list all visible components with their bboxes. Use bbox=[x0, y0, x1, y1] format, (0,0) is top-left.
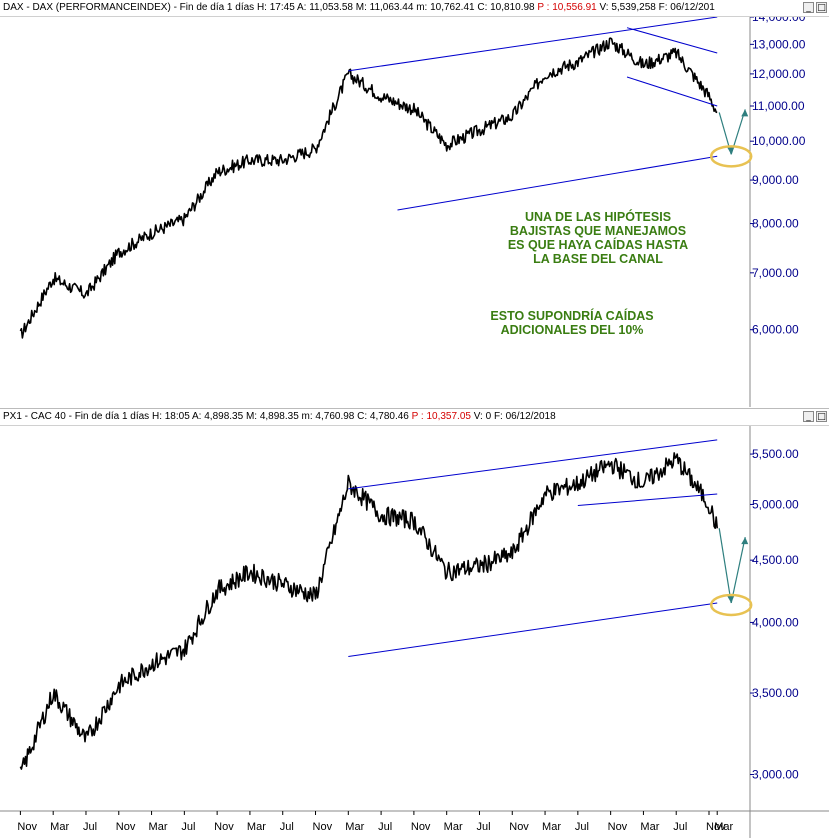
channel-line-recent-upper bbox=[626, 27, 718, 54]
dax-header-text: DAX - DAX (PERFORMANCEINDEX) - Fin de dí… bbox=[3, 0, 715, 16]
cac-maximize-button[interactable]: □ bbox=[816, 411, 827, 422]
y-tick-label: 4,500.00 bbox=[752, 553, 799, 567]
price-series-line bbox=[19, 37, 718, 339]
y-tick-label: 3,500.00 bbox=[752, 686, 799, 700]
x-tick-label: Mar bbox=[149, 821, 168, 833]
dax-chart[interactable]: 6,000.00 7,000.00 8,000.00 9,000.00 10,000.0… bbox=[0, 17, 829, 407]
channel-line-upper bbox=[348, 17, 718, 72]
dax-header-low: m: 10,762.41 bbox=[416, 2, 475, 13]
x-tick-label: Jul bbox=[476, 821, 490, 833]
y-tick-label: 14,000.00 bbox=[752, 17, 806, 24]
dax-header-open: A: 11,053.58 bbox=[297, 2, 353, 13]
x-tick-label: Nov bbox=[116, 821, 136, 833]
channel-line-support bbox=[577, 493, 718, 507]
projection-arrowhead-up bbox=[741, 109, 749, 117]
cac-header-volume: V: 0 bbox=[473, 411, 492, 422]
x-tick-label: Mar bbox=[640, 821, 659, 833]
x-tick-label: Mar bbox=[444, 821, 463, 833]
cac-header-low: m: 4,760.98 bbox=[301, 411, 355, 422]
x-tick-label: Mar bbox=[247, 821, 266, 833]
projection-arrow-up bbox=[730, 537, 746, 604]
x-tick-label: Nov bbox=[313, 821, 333, 833]
cac-minimize-button[interactable]: _ bbox=[803, 411, 814, 422]
x-tick-label: Nov bbox=[411, 821, 431, 833]
annotation-line: UNA DE LAS HIPÓTESIS bbox=[525, 209, 671, 224]
y-tick-label: 3,000.00 bbox=[752, 768, 799, 782]
cac-chart[interactable]: 3,000.00 3,500.00 4,000.00 4,500.00 5,000.00… bbox=[0, 426, 829, 838]
cac-header-open: A: 4,898.35 bbox=[192, 411, 244, 422]
dax-header-volume: V: 5,539,258 bbox=[599, 2, 656, 13]
y-tick-label: 7,000.00 bbox=[752, 266, 799, 280]
dax-pane: DAX - DAX (PERFORMANCEINDEX) - Fin de dí… bbox=[0, 0, 829, 407]
x-tick-label: Jul bbox=[83, 821, 97, 833]
x-tick-label: Jul bbox=[378, 821, 392, 833]
x-tick-label: Jul bbox=[280, 821, 294, 833]
projection-arrowhead-down bbox=[727, 595, 735, 603]
x-tick-label: Nov bbox=[509, 821, 529, 833]
x-tick-label: Nov bbox=[608, 821, 628, 833]
cac-header-text: PX1 - CAC 40 - Fin de día 1 días H: 18:0… bbox=[3, 409, 556, 425]
annotation-line: ADICIONALES DEL 10% bbox=[501, 323, 644, 337]
dax-header-date: F: 06/12/201 bbox=[658, 2, 715, 13]
cac-header-time: H: 18:05 bbox=[151, 411, 190, 422]
annotation-line: BAJISTAS QUE MANEJAMOS bbox=[510, 224, 686, 238]
annotation-line: ESTO SUPONDRÍA CAÍDAS bbox=[490, 308, 653, 323]
channel-line-lower bbox=[397, 155, 718, 211]
cac-header: PX1 - CAC 40 - Fin de día 1 días H: 18:0… bbox=[0, 409, 829, 426]
x-tick-label: Nov bbox=[17, 821, 37, 833]
channel-line-recent-lower bbox=[626, 76, 718, 107]
target-ellipse bbox=[709, 145, 753, 168]
cac-pane: PX1 - CAC 40 - Fin de día 1 días H: 18:0… bbox=[0, 408, 829, 838]
cac-header-date: F: 06/12/2018 bbox=[493, 411, 556, 422]
target-ellipse bbox=[709, 593, 753, 617]
channel-line-lower bbox=[348, 602, 718, 658]
y-tick-label: 9,000.00 bbox=[752, 173, 799, 187]
projection-arrow-down bbox=[718, 528, 732, 604]
y-tick-label: 11,000.00 bbox=[752, 99, 805, 113]
x-tick-label: Jul bbox=[181, 821, 195, 833]
dax-header-time: H: 17:45 bbox=[256, 2, 295, 13]
y-tick-label: 10,000.00 bbox=[752, 134, 806, 148]
y-tick-label: 13,000.00 bbox=[752, 37, 806, 51]
projection-arrowhead-up bbox=[741, 537, 749, 545]
x-tick-label: Mar bbox=[345, 821, 364, 833]
x-tick-label: Mar bbox=[542, 821, 561, 833]
dax-minimize-button[interactable]: _ bbox=[803, 2, 814, 13]
dax-header-high: M: 11,063.44 bbox=[355, 2, 414, 13]
x-tick-label: Jul bbox=[673, 821, 687, 833]
price-series-line bbox=[19, 452, 718, 770]
y-tick-label: 12,000.00 bbox=[752, 67, 806, 81]
cac-header-name: PX1 - CAC 40 - Fin de día 1 días bbox=[3, 411, 150, 422]
dax-header-p: P : 10,556.91 bbox=[537, 2, 597, 13]
x-tick-label: Mar bbox=[714, 821, 733, 833]
y-tick-label: 4,000.00 bbox=[752, 615, 799, 629]
x-axis-labels: Nov Mar Jul Nov Mar Jul Nov Mar Jul Nov Mar Jul Nov M… bbox=[0, 810, 829, 833]
x-tick-label: Nov bbox=[706, 821, 726, 833]
y-tick-label: 5,500.00 bbox=[752, 447, 799, 461]
x-tick-label: Nov bbox=[214, 821, 234, 833]
x-tick-label: Mar bbox=[50, 821, 69, 833]
channel-line-upper bbox=[348, 439, 718, 490]
x-tick-label: Jul bbox=[575, 821, 589, 833]
dax-maximize-button[interactable]: □ bbox=[816, 2, 827, 13]
annotation-line: LA BASE DEL CANAL bbox=[533, 252, 663, 266]
y-tick-label: 8,000.00 bbox=[752, 217, 799, 231]
y-tick-label: 5,000.00 bbox=[752, 497, 799, 511]
dax-header-close: C: 10,810.98 bbox=[477, 2, 535, 13]
cac-window-buttons: _ □ bbox=[803, 411, 827, 422]
y-axis-labels: 3,000.00 3,500.00 4,000.00 4,500.00 5,000.00… bbox=[750, 447, 799, 782]
dax-header-name: DAX - DAX (PERFORMANCEINDEX) - Fin de dí… bbox=[3, 2, 255, 13]
cac-header-p: P : 10,357.05 bbox=[411, 411, 471, 422]
y-tick-label: 6,000.00 bbox=[752, 323, 799, 337]
dax-header: DAX - DAX (PERFORMANCEINDEX) - Fin de dí… bbox=[0, 0, 829, 17]
dax-window-buttons: _ □ bbox=[803, 2, 827, 13]
annotation-line: ES QUE HAYA CAÍDAS HASTA bbox=[508, 237, 688, 252]
cac-header-close: C: 4,780.46 bbox=[357, 411, 409, 422]
cac-header-high: M: 4,898.35 bbox=[245, 411, 299, 422]
y-axis-labels: 6,000.00 7,000.00 8,000.00 9,000.00 10,000.0… bbox=[750, 17, 806, 337]
